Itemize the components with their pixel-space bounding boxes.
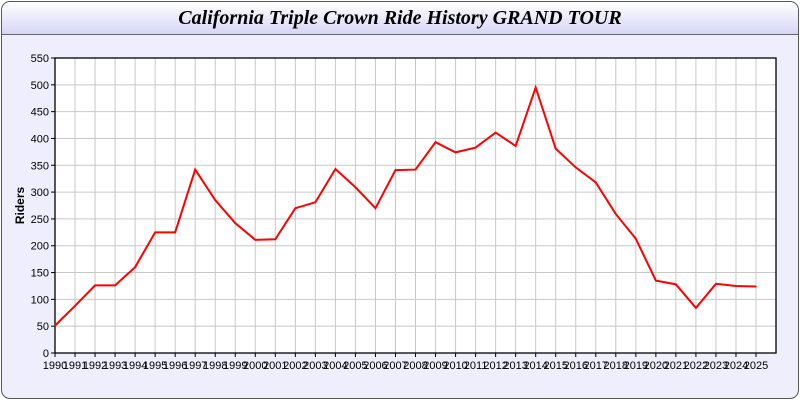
data-point <box>715 283 717 285</box>
x-tick-label: 2002 <box>283 360 307 372</box>
y-tick-label: 100 <box>31 294 49 306</box>
y-tick-label: 400 <box>31 133 49 145</box>
data-point <box>735 285 737 287</box>
data-point <box>534 86 537 89</box>
x-tick-label: 2007 <box>383 360 407 372</box>
x-tick-label: 2005 <box>343 360 367 372</box>
series-line <box>54 84 757 327</box>
x-tick-label: 1999 <box>223 360 247 372</box>
x-tick-label: 2021 <box>664 360 688 372</box>
x-tick-label: 1993 <box>103 360 127 372</box>
chart-title: California Triple Crown Ride History GRA… <box>178 7 622 29</box>
data-point <box>74 305 76 307</box>
data-point <box>334 168 337 170</box>
x-tick-label: 1992 <box>83 360 107 372</box>
data-point <box>374 207 377 209</box>
x-tick-label: 2022 <box>684 360 708 372</box>
x-tick-label: 2019 <box>624 360 648 372</box>
y-tick-label: 550 <box>31 53 49 65</box>
y-axis-label: Riders <box>13 187 27 225</box>
x-tick-label: 2025 <box>744 360 768 372</box>
x-tick-label: 2004 <box>323 360 347 372</box>
y-tick-label: 250 <box>31 214 49 226</box>
y-tick-label: 350 <box>31 160 49 172</box>
y-tick-label: 150 <box>31 268 49 280</box>
y-tick-label: 0 <box>43 348 49 360</box>
data-point <box>695 307 697 309</box>
y-tick-label: 200 <box>31 241 49 253</box>
data-point <box>94 284 96 287</box>
data-point <box>675 283 677 286</box>
data-point <box>755 285 757 288</box>
x-tick-label: 2014 <box>523 360 547 372</box>
data-point <box>354 186 357 189</box>
x-tick-label: 2016 <box>564 360 588 372</box>
data-point <box>134 266 136 268</box>
data-point <box>394 169 397 171</box>
x-tick-label: 1997 <box>183 360 207 372</box>
x-tick-label: 2011 <box>464 360 488 372</box>
data-point <box>494 131 497 134</box>
data-point <box>294 207 297 209</box>
x-tick-label: 1994 <box>123 360 147 372</box>
x-tick-label: 2010 <box>443 360 467 372</box>
data-point <box>174 231 176 234</box>
data-point <box>615 213 617 215</box>
data-point <box>254 239 257 241</box>
data-point <box>314 201 317 204</box>
data-point <box>554 147 557 150</box>
x-tick-label: 2000 <box>243 360 267 372</box>
title-bar: California Triple Crown Ride History GRA… <box>2 2 798 35</box>
data-point <box>214 199 217 201</box>
x-tick-label: 2020 <box>644 360 668 372</box>
x-tick-label: 2003 <box>303 360 327 372</box>
plot-border <box>54 57 777 354</box>
data-point <box>234 222 237 224</box>
data-point <box>194 168 196 171</box>
data-point <box>474 146 477 149</box>
data-point <box>54 324 56 327</box>
x-tick-label: 2001 <box>263 360 287 372</box>
x-tick-label: 2009 <box>423 360 447 372</box>
x-tick-label: 2017 <box>584 360 608 372</box>
y-tick-label: 300 <box>31 187 49 199</box>
y-tick-label: 50 <box>37 321 49 333</box>
data-point <box>114 284 116 287</box>
x-tick-label: 2012 <box>483 360 507 372</box>
data-point <box>635 237 637 240</box>
y-tick-label: 450 <box>31 107 49 119</box>
x-tick-label: 2018 <box>604 360 628 372</box>
x-tick-label: 2015 <box>543 360 567 372</box>
x-tick-label: 1996 <box>163 360 187 372</box>
data-point <box>274 238 277 241</box>
x-tick-label: 2013 <box>503 360 527 372</box>
x-tick-label: 2023 <box>704 360 728 372</box>
x-tick-label: 2006 <box>363 360 387 372</box>
x-tick-label: 1995 <box>143 360 167 372</box>
y-tick-label: 500 <box>31 80 49 92</box>
x-tick-label: 1990 <box>43 360 67 372</box>
data-point <box>655 279 657 282</box>
data-point <box>454 151 457 154</box>
x-tick-label: 2008 <box>403 360 427 372</box>
data-point <box>434 141 437 144</box>
data-point <box>514 145 517 147</box>
data-point <box>414 168 417 171</box>
x-tick-label: 1991 <box>63 360 87 372</box>
data-point <box>574 166 577 169</box>
data-point <box>594 181 597 184</box>
x-tick-label: 1998 <box>203 360 227 372</box>
x-tick-label: 2024 <box>724 360 748 372</box>
data-point <box>154 231 156 234</box>
